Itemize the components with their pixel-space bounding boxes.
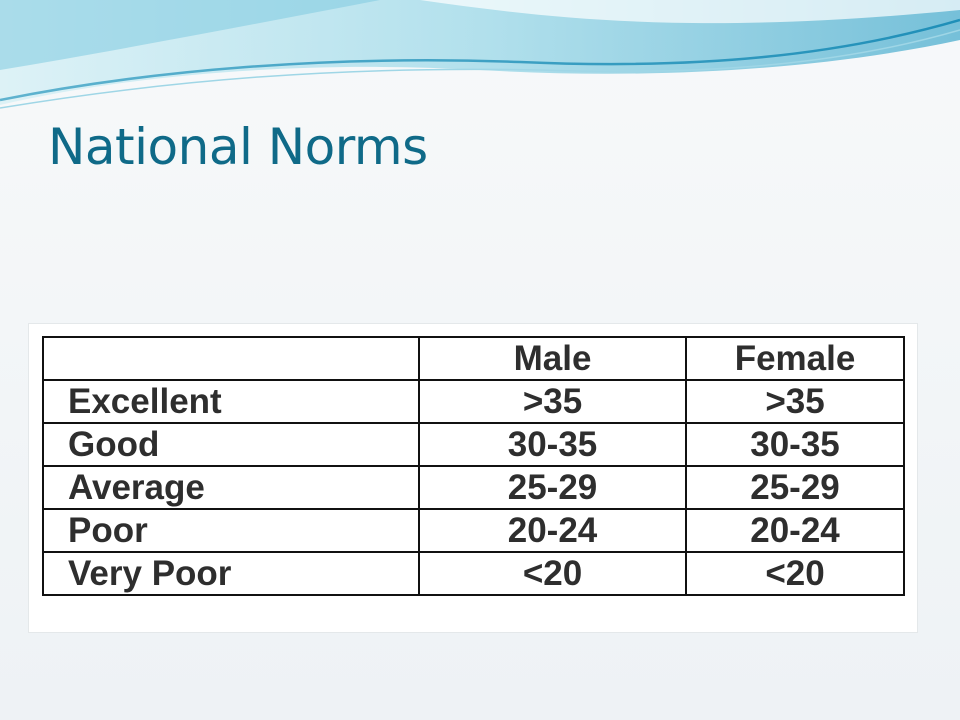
- row-label: Excellent: [42, 379, 420, 424]
- male-value: 25-29: [418, 465, 687, 510]
- table-row: Average 25-29 25-29: [42, 465, 905, 510]
- header-female: Female: [685, 336, 905, 381]
- female-value: 25-29: [685, 465, 905, 510]
- female-value: <20: [685, 551, 905, 596]
- row-label: Average: [42, 465, 420, 510]
- table-row: Excellent >35 >35: [42, 379, 905, 424]
- decorative-wave-header: [0, 0, 960, 109]
- table-row: Poor 20-24 20-24: [42, 508, 905, 553]
- table-row: Very Poor <20 <20: [42, 551, 905, 596]
- female-value: 30-35: [685, 422, 905, 467]
- slide-title: National Norms: [48, 118, 428, 176]
- row-label: Very Poor: [42, 551, 420, 596]
- table-header-row: Male Female: [42, 336, 905, 381]
- row-label: Poor: [42, 508, 420, 553]
- row-label: Good: [42, 422, 420, 467]
- header-corner-cell: [42, 336, 420, 381]
- male-value: >35: [418, 379, 687, 424]
- female-value: >35: [685, 379, 905, 424]
- female-value: 20-24: [685, 508, 905, 553]
- table-row: Good 30-35 30-35: [42, 422, 905, 467]
- male-value: 30-35: [418, 422, 687, 467]
- norms-table: Male Female Excellent >35 >35 Good 30-35…: [42, 336, 905, 596]
- header-male: Male: [418, 336, 687, 381]
- male-value: 20-24: [418, 508, 687, 553]
- norms-table-image: Male Female Excellent >35 >35 Good 30-35…: [28, 323, 918, 633]
- male-value: <20: [418, 551, 687, 596]
